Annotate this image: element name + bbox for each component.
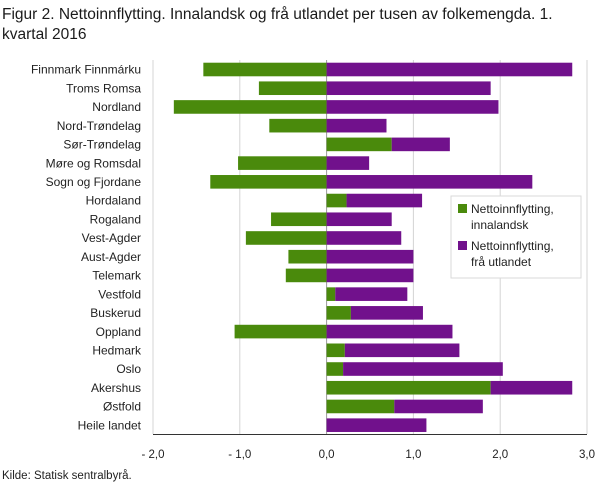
category-label: Troms Romsa (66, 81, 141, 95)
source-note: Kilde: Statisk sentralbyrå. (2, 470, 132, 482)
bar-innalandsk (173, 100, 327, 114)
bar-innalandsk (269, 118, 327, 133)
category-label: Oslo (116, 362, 141, 376)
category-label: Hedmark (92, 344, 142, 358)
bar-innalandsk (285, 268, 327, 283)
bar-utlandet (326, 212, 392, 227)
bar-utlandet (326, 249, 414, 264)
x-tick-label: 0,0 (319, 449, 335, 461)
bar-innalandsk (234, 324, 327, 339)
category-label: Rogaland (90, 212, 141, 226)
bar-innalandsk (326, 362, 344, 376)
legend-label: Nettoinnflytting, (471, 202, 554, 216)
category-label: Østfold (103, 400, 141, 414)
bar-innalandsk (326, 399, 395, 414)
bar-innalandsk (271, 212, 327, 227)
legend: Nettoinnflytting, innalandsk Nettoinnflytt… (450, 195, 582, 279)
legend-label: Nettoinnflytting, (471, 239, 554, 253)
bar-utlandet (335, 287, 408, 301)
legend-swatch (458, 241, 467, 250)
bar-utlandet (326, 156, 370, 170)
bar-innalandsk (326, 380, 491, 395)
bar-innalandsk (326, 137, 392, 152)
bar-utlandet (326, 118, 387, 133)
bar-innalandsk (326, 193, 347, 208)
bar-utlandet (326, 100, 499, 114)
category-label: Akershus (91, 381, 141, 395)
bar-utlandet (350, 306, 423, 320)
legend-swatch (458, 204, 467, 213)
x-tick-label: 2,0 (492, 449, 508, 461)
bar-innalandsk (326, 287, 336, 301)
bar-utlandet (394, 399, 483, 414)
bars (173, 62, 573, 432)
category-label: Vest-Agder (82, 231, 141, 245)
category-label: Nordland (92, 100, 141, 114)
legend-label: frå utlandet (471, 255, 532, 269)
bar-utlandet (343, 362, 503, 376)
category-label: Sør-Trøndelag (63, 138, 141, 152)
category-label: Møre og Romsdal (46, 156, 141, 170)
category-label: Aust-Agder (81, 250, 141, 264)
bar-innalandsk (326, 343, 345, 358)
x-axis: - 2,0 - 1,0 0,0 1,0 2,0 3,0 (141, 434, 595, 461)
bar-innalandsk (288, 249, 327, 264)
category-label: Heile landet (78, 418, 142, 432)
x-tick-label: 1,0 (405, 449, 421, 461)
bar-utlandet (326, 268, 414, 283)
bar-innalandsk (238, 156, 327, 170)
legend-label: innalandsk (471, 218, 529, 232)
x-tick-label: - 2,0 (141, 449, 164, 461)
bar-utlandet (326, 324, 453, 339)
bar-utlandet (326, 418, 427, 432)
category-label: Sogn og Fjordane (46, 175, 142, 189)
category-label: Hordaland (86, 194, 141, 208)
chart-title: Figur 2. Nettoinnflytting. Innalandsk og… (2, 6, 553, 43)
bar-innalandsk (245, 231, 327, 245)
x-tick-label: - 1,0 (228, 449, 251, 461)
category-labels: Finnmark Finnmárku Troms Romsa Nordland Nor… (31, 63, 142, 433)
bar-innalandsk (203, 62, 327, 77)
bar-utlandet (326, 175, 533, 189)
bar-utlandet (346, 193, 423, 208)
category-label: Finnmark Finnmárku (31, 63, 141, 77)
x-tick-label: 3,0 (579, 449, 595, 461)
bar-utlandet (391, 137, 450, 152)
legend-box (450, 195, 582, 279)
bar-utlandet (326, 81, 491, 96)
category-label: Buskerud (90, 306, 141, 320)
bar-utlandet (490, 380, 573, 395)
category-label: Oppland (96, 325, 141, 339)
bar-utlandet (344, 343, 460, 358)
category-label: Nord-Trøndelag (57, 119, 141, 133)
bar-innalandsk (210, 175, 327, 189)
bar-utlandet (326, 62, 573, 77)
category-label: Telemark (92, 269, 142, 283)
bar-innalandsk (258, 81, 327, 96)
category-label: Vestfold (98, 287, 141, 301)
bar-innalandsk (326, 306, 351, 320)
bar-utlandet (326, 231, 402, 245)
